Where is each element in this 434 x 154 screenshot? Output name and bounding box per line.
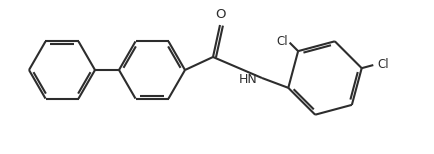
- Text: HN: HN: [239, 73, 257, 85]
- Text: Cl: Cl: [377, 58, 389, 71]
- Text: O: O: [215, 8, 225, 21]
- Text: Cl: Cl: [277, 35, 288, 48]
